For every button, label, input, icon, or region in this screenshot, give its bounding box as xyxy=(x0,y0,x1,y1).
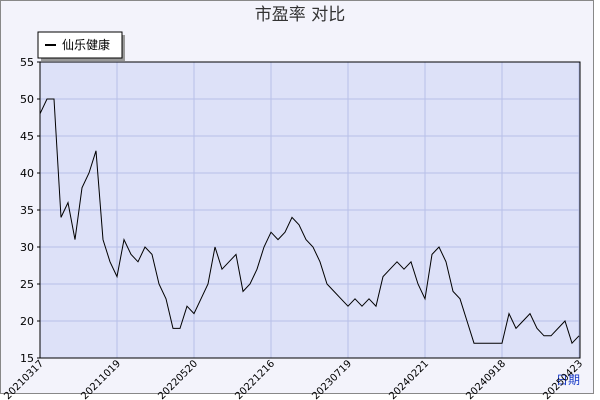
y-tick-label: 30 xyxy=(20,241,34,254)
y-tick-label: 25 xyxy=(20,278,34,291)
x-axis-label: 日期 xyxy=(556,373,580,387)
y-tick-label: 35 xyxy=(20,204,34,217)
y-tick-label: 50 xyxy=(20,93,34,106)
y-tick-label: 15 xyxy=(20,352,34,365)
y-tick-label: 55 xyxy=(20,56,34,69)
plot-border xyxy=(39,61,581,359)
legend-label: 仙乐健康 xyxy=(62,37,110,52)
series-line xyxy=(39,98,580,345)
y-tick-label: 20 xyxy=(20,315,34,328)
y-tick-label: 40 xyxy=(20,167,34,180)
y-tick-label: 45 xyxy=(20,130,34,143)
chart-title: 市盈率 对比 xyxy=(255,5,345,25)
